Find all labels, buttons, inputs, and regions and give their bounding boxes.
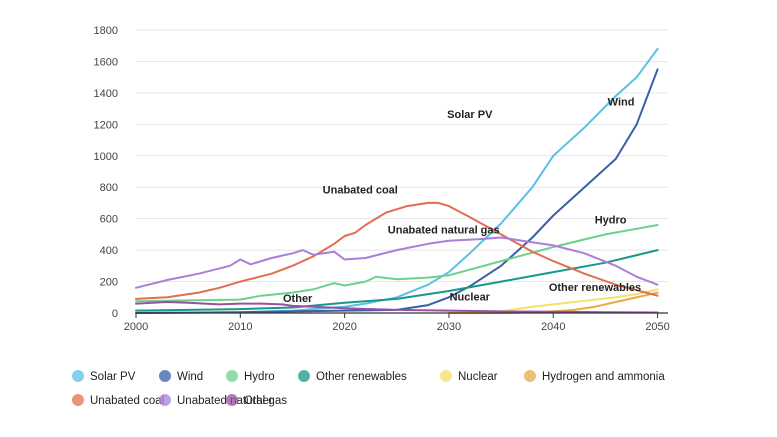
x-tick-label: 2030 <box>437 321 461 333</box>
x-tick-label: 2020 <box>332 321 356 333</box>
legend-marker <box>72 394 84 406</box>
annotation-wind: Wind <box>608 96 635 108</box>
legend-label: Hydrogen and ammonia <box>542 371 665 383</box>
legend-item-hydrogen-and-ammonia: Hydrogen and ammonia <box>524 370 665 383</box>
line-annotations: Solar PV Wind Hydro Unabated coal Unabated n… <box>283 96 641 305</box>
legend-label: Hydro <box>244 371 275 383</box>
y-tick-label: 1000 <box>94 151 118 163</box>
series-line-nuclear <box>489 288 659 314</box>
legend-marker <box>226 370 238 382</box>
x-axis: 2000 2010 2020 2030 2040 2050 <box>124 312 670 333</box>
y-tick-label: 600 <box>100 214 118 226</box>
legend-label: Wind <box>177 371 203 383</box>
annotation-hydro: Hydro <box>595 214 627 226</box>
y-tick-label: 1600 <box>94 56 118 68</box>
y-axis-tick-labels: 0 200 400 600 800 1000 1200 1400 1600 1800 <box>94 25 118 320</box>
legend-marker <box>159 394 171 406</box>
legend-marker <box>440 370 452 382</box>
legend-item-solar-pv: Solar PV <box>72 370 136 383</box>
x-tick-label: 2000 <box>124 321 148 333</box>
annotation-unabated-natural-gas: Unabated natural gas <box>388 225 500 237</box>
legend-label: Other renewables <box>316 371 407 383</box>
legend-item-hydro: Hydro <box>226 370 275 383</box>
x-tick-label: 2040 <box>541 321 565 333</box>
series-lines <box>135 47 659 314</box>
y-tick-label: 0 <box>112 308 118 320</box>
series-line-unabated-natural-gas <box>135 236 659 289</box>
legend-item-other: Other <box>226 394 273 407</box>
legend-label: Unabated coal <box>90 395 164 407</box>
legend-marker <box>159 370 171 382</box>
annotation-other-renewables: Other renewables <box>549 282 641 294</box>
y-tick-label: 800 <box>100 182 118 194</box>
x-tick-label: 2010 <box>228 321 252 333</box>
legend-label: Other <box>244 395 273 407</box>
x-tick-label: 2050 <box>645 321 669 333</box>
grid-lines <box>136 29 668 283</box>
annotation-other: Other <box>283 293 313 305</box>
legend-item-unabated-coal: Unabated coal <box>72 394 164 407</box>
y-tick-label: 1400 <box>94 88 118 100</box>
legend-item-other-renewables: Other renewables <box>298 370 407 383</box>
legend-marker <box>72 370 84 382</box>
annotation-solar-pv: Solar PV <box>447 109 493 121</box>
legend-item-wind: Wind <box>159 370 203 383</box>
annotation-nuclear: Nuclear <box>450 291 491 303</box>
y-tick-label: 400 <box>100 245 118 257</box>
series-line-solar-pv <box>135 47 659 314</box>
legend-marker <box>226 394 238 406</box>
y-tick-label: 1200 <box>94 119 118 131</box>
legend-marker <box>524 370 536 382</box>
series-line-other-renewables <box>135 249 659 312</box>
legend-item-nuclear: Nuclear <box>440 370 498 383</box>
annotation-unabated-coal: Unabated coal <box>323 185 398 197</box>
series-line-other <box>135 301 659 314</box>
series-line-hydro <box>135 224 659 303</box>
y-tick-label: 1800 <box>94 25 118 37</box>
legend-marker <box>298 370 310 382</box>
series-line-unabated-coal <box>135 201 659 300</box>
legend-label: Solar PV <box>90 371 136 383</box>
legend: Solar PV Wind Hydro Other renewables Nuclear… <box>72 370 665 407</box>
y-tick-label: 200 <box>100 277 118 289</box>
legend-label: Nuclear <box>458 371 498 383</box>
